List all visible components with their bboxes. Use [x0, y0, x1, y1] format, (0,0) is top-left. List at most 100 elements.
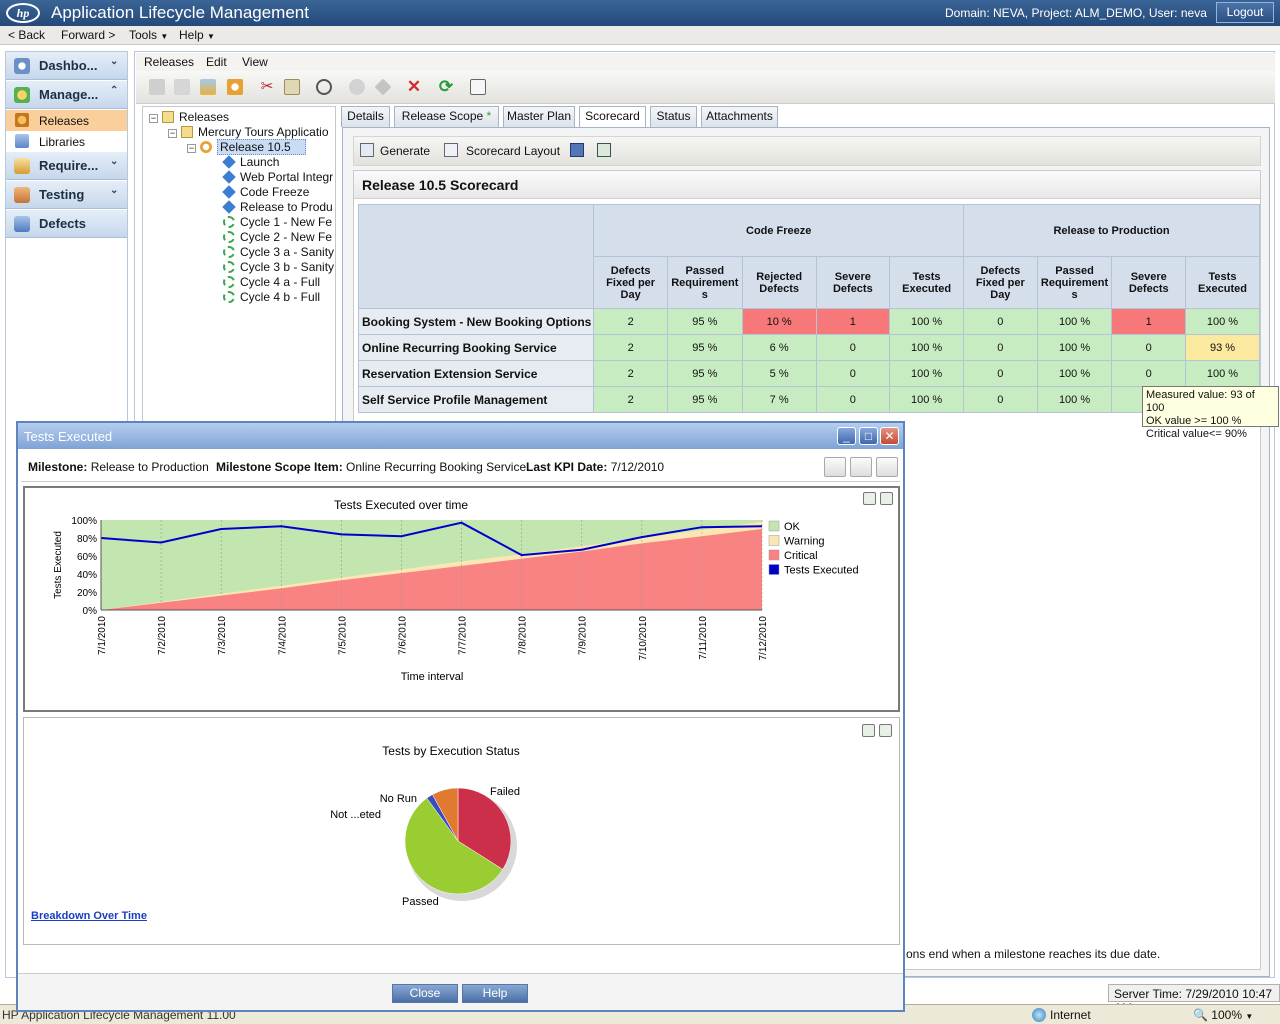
kpi-cell[interactable]: 100 % [889, 360, 965, 387]
kpi-cell[interactable]: 2 [593, 308, 668, 335]
kpi-cell[interactable]: 95 % [666, 360, 743, 387]
tree-node-cycle[interactable]: Cycle 4 b - Full [223, 290, 320, 304]
kpi-cell[interactable]: 0 [815, 386, 891, 413]
kpi-cell[interactable]: 0 [963, 334, 1038, 361]
tree-node-milestone[interactable]: Web Portal Integr [222, 170, 333, 184]
kpi-cell[interactable]: 100 % [1036, 386, 1113, 413]
kpi-cell[interactable]: 0 [815, 334, 891, 361]
releases-menu[interactable]: Releases [144, 55, 195, 69]
tree-node-milestone[interactable]: Code Freeze [222, 185, 309, 199]
kpi-cell[interactable]: 93 % [1185, 334, 1260, 361]
breakdown-over-time-link[interactable]: Breakdown Over Time [31, 910, 147, 922]
sidebar-group-defects[interactable]: Defects [6, 210, 127, 238]
new-folder-icon[interactable] [149, 79, 165, 95]
tab-status[interactable]: Status [650, 106, 697, 127]
scorecard-row[interactable]: Self Service Profile Management 2 95 % 7 % 0… [357, 386, 1260, 413]
kpi-cell[interactable]: 2 [593, 360, 668, 387]
diamond-icon[interactable] [374, 78, 392, 96]
new-milestone-icon[interactable] [200, 79, 216, 95]
kpi-cell[interactable]: 1 [1111, 308, 1186, 335]
kpi-cell[interactable]: 0 [815, 360, 891, 387]
sidebar-group-dashboard[interactable]: Dashbo... ⌄ [6, 52, 127, 80]
tree-node-cycle[interactable]: Cycle 1 - New Fe [223, 215, 332, 229]
kpi-cell[interactable]: 0 [1111, 334, 1186, 361]
help-button[interactable]: Help [462, 984, 528, 1003]
tree-node-cycle[interactable]: Cycle 2 - New Fe [223, 230, 332, 244]
tab-master-plan[interactable]: Master Plan [503, 106, 575, 127]
close-window-button[interactable]: ✕ [880, 427, 899, 445]
kpi-cell[interactable]: 100 % [889, 386, 965, 413]
kpi-cell[interactable]: 100 % [1036, 360, 1113, 387]
kpi-cell[interactable]: 2 [593, 334, 668, 361]
sidebar-group-requirements[interactable]: Require... ⌄ [6, 152, 127, 180]
tab-details[interactable]: Details [341, 106, 390, 127]
tree-node-cycle[interactable]: Cycle 3 a - Sanity [223, 245, 334, 259]
kpi-cell[interactable]: 0 [1111, 360, 1186, 387]
delete-icon[interactable]: ✕ [406, 77, 422, 96]
fullscreen-icon[interactable] [876, 457, 898, 477]
kpi-cell[interactable]: 2 [593, 386, 668, 413]
tree-node-release-10-5[interactable]: − Release 10.5 [187, 139, 306, 155]
sidebar-item-libraries[interactable]: Libraries [6, 131, 127, 152]
chart-maximize-icon[interactable] [879, 724, 892, 737]
kpi-cell[interactable]: 0 [963, 308, 1038, 335]
kpi-cell[interactable]: 100 % [1185, 308, 1260, 335]
cut-icon[interactable]: ✂ [260, 78, 274, 95]
kpi-cell[interactable]: 95 % [666, 334, 743, 361]
forward-button[interactable]: Forward > [61, 28, 116, 42]
view-menu[interactable]: View [242, 55, 268, 69]
scorecard-layout-button[interactable]: Scorecard Layout [466, 144, 561, 158]
paste-icon[interactable] [284, 79, 300, 95]
maximize-button[interactable]: □ [859, 427, 878, 445]
edit-menu[interactable]: Edit [206, 55, 227, 69]
tree-node-milestone[interactable]: Launch [222, 155, 279, 169]
kpi-cell[interactable]: 1 [815, 308, 891, 335]
clock-icon[interactable] [316, 79, 332, 95]
kpi-cell[interactable]: 7 % [741, 386, 817, 413]
tree-node-cycle[interactable]: Cycle 3 b - Sanity [223, 260, 334, 274]
kpi-cell[interactable]: 95 % [666, 386, 743, 413]
chart-configure-icon[interactable] [862, 724, 875, 737]
export-icon[interactable] [824, 457, 846, 477]
kpi-cell[interactable]: 0 [963, 360, 1038, 387]
new-release-icon[interactable] [174, 79, 190, 95]
tab-release-scope[interactable]: Release Scope * [394, 106, 499, 127]
generate-button[interactable]: Generate [380, 144, 431, 158]
save-icon[interactable] [570, 143, 584, 157]
logout-button[interactable]: Logout [1216, 2, 1274, 23]
scorecard-row[interactable]: Online Recurring Booking Service 2 95 % 6 %… [357, 334, 1260, 361]
new-cycle-icon[interactable] [227, 79, 243, 95]
configure-icon[interactable] [850, 457, 872, 477]
sidebar-group-testing[interactable]: Testing ⌄ [6, 181, 127, 209]
kpi-cell[interactable]: 100 % [1036, 308, 1113, 335]
chart-configure-icon[interactable] [863, 492, 876, 505]
close-button[interactable]: Close [392, 984, 458, 1003]
help-menu[interactable]: Help ▼ [179, 28, 215, 42]
sidebar-item-releases[interactable]: Releases [6, 110, 127, 131]
kpi-cell[interactable]: 6 % [741, 334, 817, 361]
tree-node-mercury-tours[interactable]: − Mercury Tours Applicatio [168, 125, 329, 139]
kpi-cell[interactable]: 100 % [889, 308, 965, 335]
chart-maximize-icon[interactable] [880, 492, 893, 505]
kpi-cell[interactable]: 95 % [666, 308, 743, 335]
kpi-cell[interactable]: 5 % [741, 360, 817, 387]
tree-node-cycle[interactable]: Cycle 4 a - Full [223, 275, 320, 289]
back-button[interactable]: < Back [8, 28, 46, 42]
scorecard-row[interactable]: Reservation Extension Service 2 95 % 5 % 0 10… [357, 360, 1260, 387]
tree-node-milestone[interactable]: Release to Produ [222, 200, 333, 214]
sidebar-group-management[interactable]: Manage... ⌃ [6, 81, 127, 109]
kpi-cell[interactable]: 100 % [1185, 360, 1260, 387]
refresh-icon[interactable]: ⟳ [438, 77, 454, 96]
kpi-cell[interactable]: 100 % [1036, 334, 1113, 361]
tab-attachments[interactable]: Attachments [701, 106, 778, 127]
kpi-cell[interactable]: 10 % [741, 308, 817, 335]
maximize-icon[interactable] [597, 143, 611, 157]
send-icon[interactable] [470, 79, 486, 95]
minimize-button[interactable]: _ [837, 427, 856, 445]
scorecard-row[interactable]: Booking System - New Booking Options 2 95 … [357, 308, 1260, 335]
kpi-cell[interactable]: 100 % [889, 334, 965, 361]
reschedule-icon[interactable] [349, 79, 365, 95]
zoom-control[interactable]: 🔍 100% ▼ [1193, 1008, 1253, 1022]
tab-scorecard[interactable]: Scorecard [579, 106, 646, 128]
kpi-cell[interactable]: 0 [963, 386, 1038, 413]
